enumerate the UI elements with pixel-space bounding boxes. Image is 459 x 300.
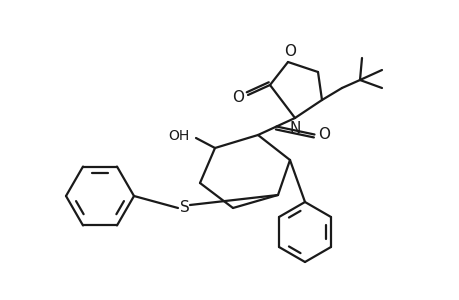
Text: O: O [283,44,295,59]
Text: N: N [289,121,300,136]
Text: O: O [318,127,330,142]
Text: S: S [180,200,190,215]
Text: OH: OH [168,129,190,143]
Text: O: O [231,89,243,104]
